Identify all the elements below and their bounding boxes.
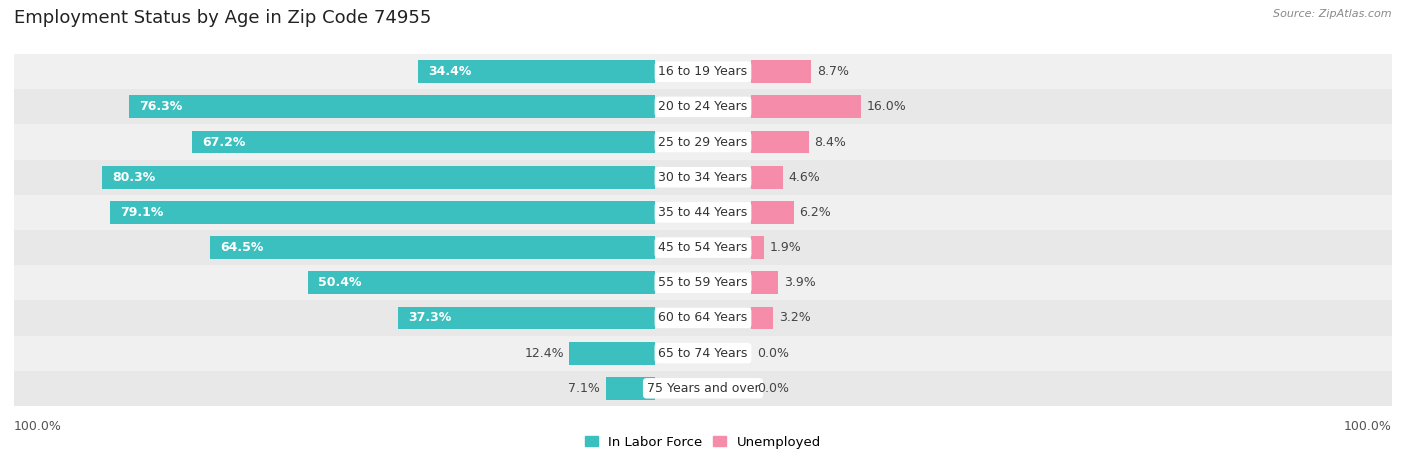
Text: 12.4%: 12.4% — [524, 347, 564, 359]
Text: 80.3%: 80.3% — [112, 171, 155, 184]
Text: 3.9%: 3.9% — [783, 276, 815, 289]
Text: 65 to 74 Years: 65 to 74 Years — [658, 347, 748, 359]
Bar — [129, 96, 655, 118]
Bar — [101, 166, 655, 189]
Bar — [751, 272, 778, 294]
Text: 0.0%: 0.0% — [756, 347, 789, 359]
Bar — [751, 236, 765, 259]
Text: 35 to 44 Years: 35 to 44 Years — [658, 206, 748, 219]
Text: 100.0%: 100.0% — [14, 420, 62, 433]
Bar — [751, 131, 808, 153]
Text: 6.2%: 6.2% — [800, 206, 831, 219]
Text: 3.2%: 3.2% — [779, 312, 810, 324]
Text: 16 to 19 Years: 16 to 19 Years — [658, 65, 748, 78]
Bar — [110, 201, 655, 224]
Bar — [751, 201, 794, 224]
Text: 20 to 24 Years: 20 to 24 Years — [658, 101, 748, 113]
Text: 0.0%: 0.0% — [756, 382, 789, 395]
Text: 45 to 54 Years: 45 to 54 Years — [658, 241, 748, 254]
Text: 79.1%: 79.1% — [120, 206, 163, 219]
FancyBboxPatch shape — [14, 336, 1392, 371]
Bar — [569, 342, 655, 364]
Bar — [751, 60, 811, 83]
Bar — [751, 307, 773, 329]
Text: 50.4%: 50.4% — [318, 276, 361, 289]
Text: 55 to 59 Years: 55 to 59 Years — [658, 276, 748, 289]
Text: 34.4%: 34.4% — [427, 65, 471, 78]
Text: 30 to 34 Years: 30 to 34 Years — [658, 171, 748, 184]
FancyBboxPatch shape — [14, 230, 1392, 265]
Text: 1.9%: 1.9% — [770, 241, 801, 254]
FancyBboxPatch shape — [14, 54, 1392, 89]
Text: 4.6%: 4.6% — [789, 171, 820, 184]
Text: 60 to 64 Years: 60 to 64 Years — [658, 312, 748, 324]
Text: 67.2%: 67.2% — [202, 136, 246, 148]
Text: 75 Years and over: 75 Years and over — [647, 382, 759, 395]
Text: 76.3%: 76.3% — [139, 101, 183, 113]
FancyBboxPatch shape — [14, 124, 1392, 160]
Text: Source: ZipAtlas.com: Source: ZipAtlas.com — [1274, 9, 1392, 19]
Text: 64.5%: 64.5% — [221, 241, 264, 254]
Bar — [606, 377, 655, 400]
Text: 7.1%: 7.1% — [568, 382, 600, 395]
Bar — [308, 272, 655, 294]
Text: 8.7%: 8.7% — [817, 65, 849, 78]
FancyBboxPatch shape — [14, 300, 1392, 336]
Bar — [751, 166, 783, 189]
Text: 37.3%: 37.3% — [408, 312, 451, 324]
FancyBboxPatch shape — [14, 89, 1392, 124]
Text: 25 to 29 Years: 25 to 29 Years — [658, 136, 748, 148]
Text: 100.0%: 100.0% — [1344, 420, 1392, 433]
Bar — [751, 96, 862, 118]
Bar — [191, 131, 655, 153]
FancyBboxPatch shape — [14, 265, 1392, 300]
Text: 16.0%: 16.0% — [868, 101, 907, 113]
Text: Employment Status by Age in Zip Code 74955: Employment Status by Age in Zip Code 749… — [14, 9, 432, 27]
Bar — [211, 236, 655, 259]
Legend: In Labor Force, Unemployed: In Labor Force, Unemployed — [585, 436, 821, 449]
FancyBboxPatch shape — [14, 160, 1392, 195]
FancyBboxPatch shape — [14, 195, 1392, 230]
FancyBboxPatch shape — [14, 371, 1392, 406]
Text: 8.4%: 8.4% — [814, 136, 846, 148]
Bar — [418, 60, 655, 83]
Bar — [398, 307, 655, 329]
